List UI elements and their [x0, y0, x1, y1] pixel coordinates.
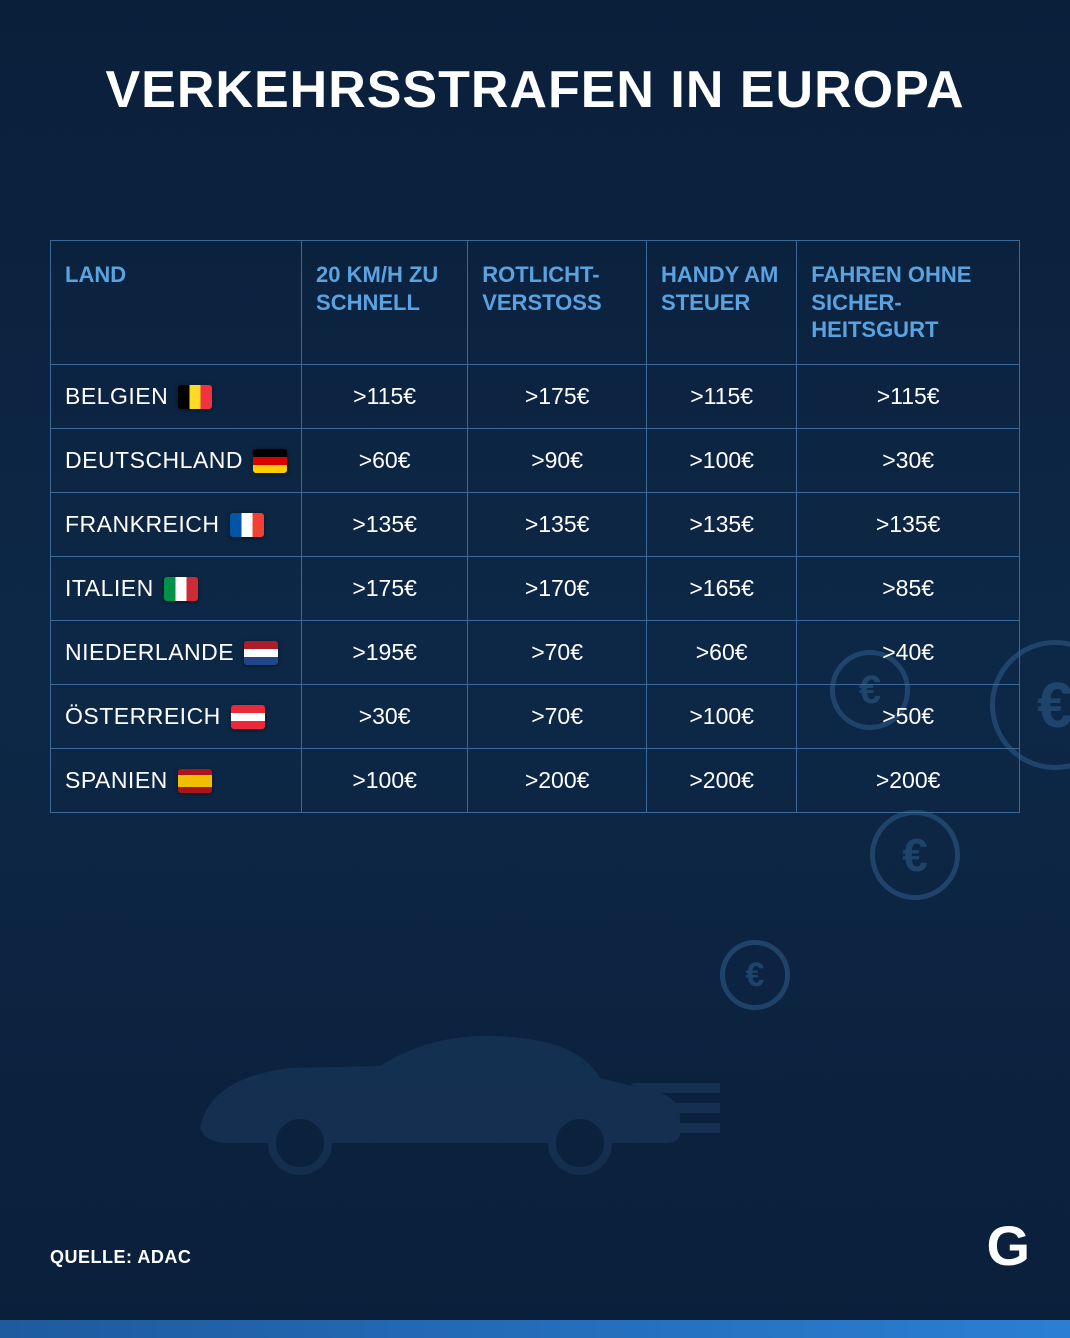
footer-bar [0, 1320, 1070, 1338]
value-cell: >85€ [797, 556, 1020, 620]
value-cell: >100€ [647, 684, 797, 748]
table-row: SPANIEN>100€>200€>200€>200€ [51, 748, 1020, 812]
table-container: LAND 20 KM/H ZU SCHNELL ROTLICHT-VERSTOS… [0, 120, 1070, 813]
value-cell: >100€ [302, 748, 468, 812]
value-cell: >50€ [797, 684, 1020, 748]
value-cell: >30€ [302, 684, 468, 748]
country-name: BELGIEN [65, 383, 168, 409]
flag-it-icon [164, 577, 198, 601]
value-cell: >60€ [647, 620, 797, 684]
country-name: SPANIEN [65, 767, 168, 793]
table-row: DEUTSCHLAND >60€>90€>100€>30€ [51, 428, 1020, 492]
value-cell: >40€ [797, 620, 1020, 684]
col-header-redlight: ROTLICHT-VERSTOSS [468, 241, 647, 365]
table-row: FRANKREICH>135€>135€>135€>135€ [51, 492, 1020, 556]
flag-es-icon [178, 769, 212, 793]
country-name: NIEDERLANDE [65, 639, 234, 665]
table-row: ITALIEN >175€>170€>165€>85€ [51, 556, 1020, 620]
value-cell: >115€ [647, 364, 797, 428]
value-cell: >200€ [468, 748, 647, 812]
country-name: FRANKREICH [65, 511, 220, 537]
country-cell: ITALIEN [51, 556, 302, 620]
source-label: QUELLE: ADAC [50, 1247, 191, 1268]
value-cell: >165€ [647, 556, 797, 620]
country-cell: SPANIEN [51, 748, 302, 812]
value-cell: >175€ [468, 364, 647, 428]
flag-at-icon [231, 705, 265, 729]
flag-de-icon [253, 449, 287, 473]
value-cell: >175€ [302, 556, 468, 620]
value-cell: >115€ [302, 364, 468, 428]
value-cell: >135€ [302, 492, 468, 556]
value-cell: >90€ [468, 428, 647, 492]
country-name: ÖSTERREICH [65, 703, 221, 729]
country-name: DEUTSCHLAND [65, 447, 243, 473]
value-cell: >170€ [468, 556, 647, 620]
table-header-row: LAND 20 KM/H ZU SCHNELL ROTLICHT-VERSTOS… [51, 241, 1020, 365]
value-cell: >135€ [797, 492, 1020, 556]
value-cell: >60€ [302, 428, 468, 492]
col-header-speed: 20 KM/H ZU SCHNELL [302, 241, 468, 365]
value-cell: >200€ [647, 748, 797, 812]
country-name: ITALIEN [65, 575, 154, 601]
col-header-land: LAND [51, 241, 302, 365]
euro-coin-icon: € [870, 810, 960, 900]
penalties-table: LAND 20 KM/H ZU SCHNELL ROTLICHT-VERSTOS… [50, 240, 1020, 813]
col-header-phone: HANDY AM STEUER [647, 241, 797, 365]
table-row: ÖSTERREICH >30€>70€>100€>50€ [51, 684, 1020, 748]
euro-coin-icon: € [720, 940, 790, 1010]
value-cell: >200€ [797, 748, 1020, 812]
page-title: VERKEHRSSTRAFEN IN EUROPA [0, 0, 1070, 120]
value-cell: >70€ [468, 620, 647, 684]
country-cell: DEUTSCHLAND [51, 428, 302, 492]
country-cell: NIEDERLANDE [51, 620, 302, 684]
value-cell: >135€ [468, 492, 647, 556]
table-row: NIEDERLANDE >195€>70€>60€>40€ [51, 620, 1020, 684]
value-cell: >30€ [797, 428, 1020, 492]
logo: G [986, 1213, 1030, 1278]
country-cell: ÖSTERREICH [51, 684, 302, 748]
value-cell: >195€ [302, 620, 468, 684]
value-cell: >100€ [647, 428, 797, 492]
flag-nl-icon [244, 641, 278, 665]
flag-be-icon [178, 385, 212, 409]
value-cell: >70€ [468, 684, 647, 748]
value-cell: >115€ [797, 364, 1020, 428]
country-cell: BELGIEN [51, 364, 302, 428]
col-header-seatbelt: FAHREN OHNE SICHER-HEITSGURT [797, 241, 1020, 365]
value-cell: >135€ [647, 492, 797, 556]
table-row: BELGIEN>115€>175€>115€>115€ [51, 364, 1020, 428]
country-cell: FRANKREICH [51, 492, 302, 556]
car-illustration [160, 988, 720, 1188]
flag-fr-icon [230, 513, 264, 537]
